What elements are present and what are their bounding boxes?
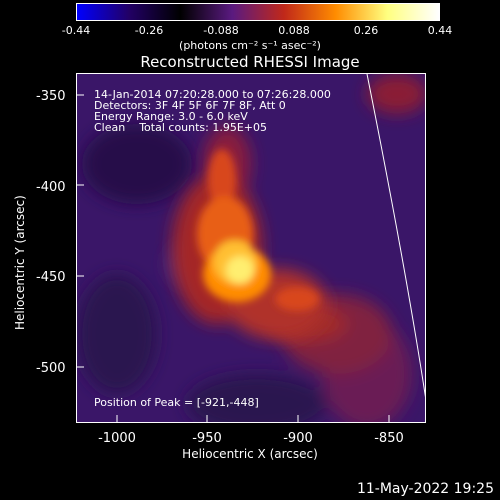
emission-diffuse [77,74,425,422]
colorbar [76,3,440,21]
y-tick-label: -500 [36,361,66,376]
footer-timestamp: 11-May-2022 19:25 [356,481,494,497]
colorbar-tick: 0.26 [353,24,379,37]
peak-position: Position of Peak = [-921,-448] [94,396,259,409]
colorbar-tick: -0.088 [203,24,239,37]
colorbar-tick: -0.26 [134,24,164,37]
x-tick-label: -950 [192,431,222,446]
info-clean-counts: Clean Total counts: 1.95E+05 [94,121,268,134]
y-tick-label: -350 [36,89,66,104]
x-axis-label: Heliocentric X (arcsec) [182,447,318,461]
y-axis-label: Heliocentric Y (arcsec) [13,195,27,330]
info-energy-range: Energy Range: 3.0 - 6.0 keV [94,110,248,123]
x-tick-label: -1000 [98,431,136,446]
emission-core [197,149,319,311]
y-tick-label: -450 [36,270,66,285]
info-detectors: Detectors: 3F 4F 5F 6F 7F 8F, Att 0 [94,99,286,112]
image-title: Reconstructed RHESSI Image [140,53,360,71]
x-tick-label: -850 [374,431,404,446]
rhessi-image [76,73,426,423]
colorbar-tick: -0.44 [61,24,91,37]
info-time-range: 14-Jan-2014 07:20:28.000 to 07:26:28.000 [94,88,331,101]
y-tick-label: -400 [36,180,66,195]
colorbar-units: (photons cm⁻² s⁻¹ asec⁻²) [179,39,321,52]
colorbar-tick: 0.088 [278,24,310,37]
colorbar-tick: 0.44 [427,24,453,37]
x-tick-label: -900 [283,431,313,446]
solar-limb-line [366,74,425,398]
image-canvas [77,74,425,422]
